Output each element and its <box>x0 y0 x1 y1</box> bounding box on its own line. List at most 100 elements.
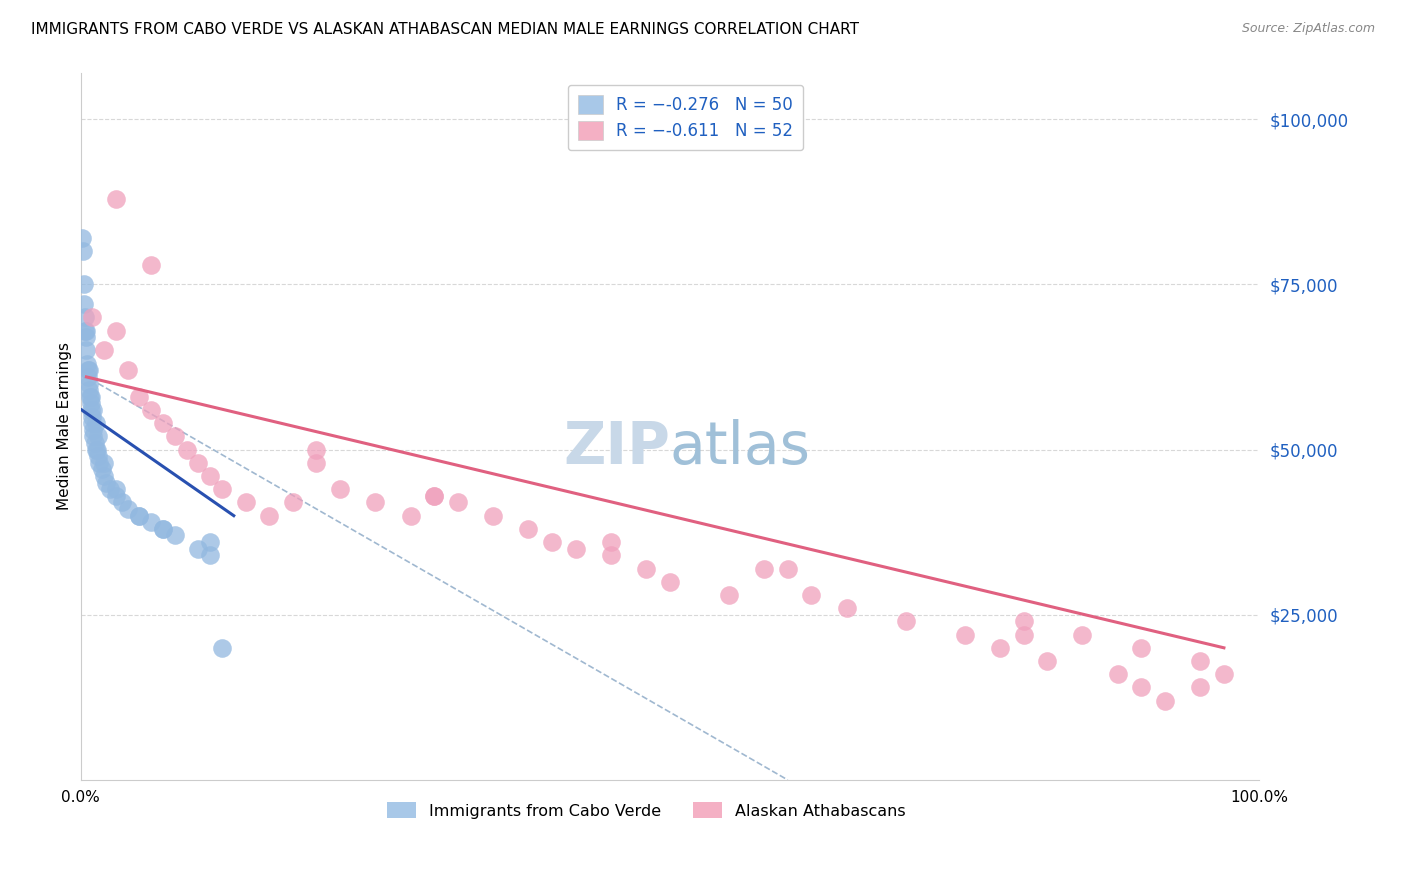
Point <box>211 640 233 655</box>
Point <box>1012 627 1035 641</box>
Point <box>1130 681 1153 695</box>
Point <box>776 561 799 575</box>
Point <box>600 549 623 563</box>
Point <box>93 456 115 470</box>
Point <box>76 357 98 371</box>
Point <box>77 363 100 377</box>
Point <box>257 508 280 523</box>
Point <box>73 310 96 325</box>
Point <box>152 522 174 536</box>
Point <box>141 516 163 530</box>
Point <box>1107 667 1129 681</box>
Point <box>128 390 150 404</box>
Text: Source: ZipAtlas.com: Source: ZipAtlas.com <box>1241 22 1375 36</box>
Point <box>305 456 328 470</box>
Point <box>235 495 257 509</box>
Point <box>141 258 163 272</box>
Point <box>163 528 186 542</box>
Point <box>176 442 198 457</box>
Point <box>953 627 976 641</box>
Point <box>84 442 107 457</box>
Point <box>75 330 97 344</box>
Point <box>1012 615 1035 629</box>
Point <box>329 482 352 496</box>
Point <box>152 522 174 536</box>
Point <box>82 429 104 443</box>
Point <box>1036 654 1059 668</box>
Text: IMMIGRANTS FROM CABO VERDE VS ALASKAN ATHABASCAN MEDIAN MALE EARNINGS CORRELATIO: IMMIGRANTS FROM CABO VERDE VS ALASKAN AT… <box>31 22 859 37</box>
Point <box>86 442 108 457</box>
Point <box>128 508 150 523</box>
Point <box>117 363 139 377</box>
Point <box>82 416 104 430</box>
Point <box>1189 654 1212 668</box>
Point <box>211 482 233 496</box>
Point <box>717 588 740 602</box>
Point <box>399 508 422 523</box>
Point <box>111 495 134 509</box>
Point <box>482 508 505 523</box>
Point <box>1154 694 1177 708</box>
Point <box>104 324 127 338</box>
Point <box>163 429 186 443</box>
Point <box>90 462 112 476</box>
Point <box>517 522 540 536</box>
Point <box>281 495 304 509</box>
Point <box>76 363 98 377</box>
Point <box>75 343 97 358</box>
Point <box>152 416 174 430</box>
Point <box>1212 667 1234 681</box>
Point <box>82 403 104 417</box>
Point <box>93 343 115 358</box>
Point <box>104 489 127 503</box>
Text: ZIP: ZIP <box>562 419 669 476</box>
Point <box>87 449 110 463</box>
Point <box>79 390 101 404</box>
Point <box>117 502 139 516</box>
Point <box>658 574 681 589</box>
Point <box>754 561 776 575</box>
Point <box>104 192 127 206</box>
Point <box>187 456 209 470</box>
Point <box>75 324 97 338</box>
Point <box>305 442 328 457</box>
Point <box>835 601 858 615</box>
Point <box>141 403 163 417</box>
Point <box>423 489 446 503</box>
Point <box>198 535 221 549</box>
Point <box>79 383 101 397</box>
Point <box>1071 627 1094 641</box>
Point <box>77 370 100 384</box>
Point <box>128 508 150 523</box>
Point <box>77 376 100 391</box>
Point <box>93 469 115 483</box>
Point <box>89 456 111 470</box>
Point <box>198 469 221 483</box>
Point <box>84 416 107 430</box>
Point <box>1189 681 1212 695</box>
Point <box>80 403 103 417</box>
Point <box>72 244 94 259</box>
Point <box>1130 640 1153 655</box>
Point <box>75 324 97 338</box>
Text: atlas: atlas <box>669 419 811 476</box>
Point <box>104 482 127 496</box>
Point <box>87 429 110 443</box>
Legend: Immigrants from Cabo Verde, Alaskan Athabascans: Immigrants from Cabo Verde, Alaskan Atha… <box>381 796 911 825</box>
Point <box>636 561 658 575</box>
Point <box>423 489 446 503</box>
Point <box>364 495 387 509</box>
Point <box>564 541 586 556</box>
Point <box>198 549 221 563</box>
Point <box>82 310 104 325</box>
Point <box>79 396 101 410</box>
Point <box>447 495 470 509</box>
Point <box>72 231 94 245</box>
Point <box>96 475 118 490</box>
Point <box>82 423 104 437</box>
Point <box>541 535 564 549</box>
Point <box>988 640 1011 655</box>
Point <box>80 390 103 404</box>
Y-axis label: Median Male Earnings: Median Male Earnings <box>58 343 72 510</box>
Point <box>600 535 623 549</box>
